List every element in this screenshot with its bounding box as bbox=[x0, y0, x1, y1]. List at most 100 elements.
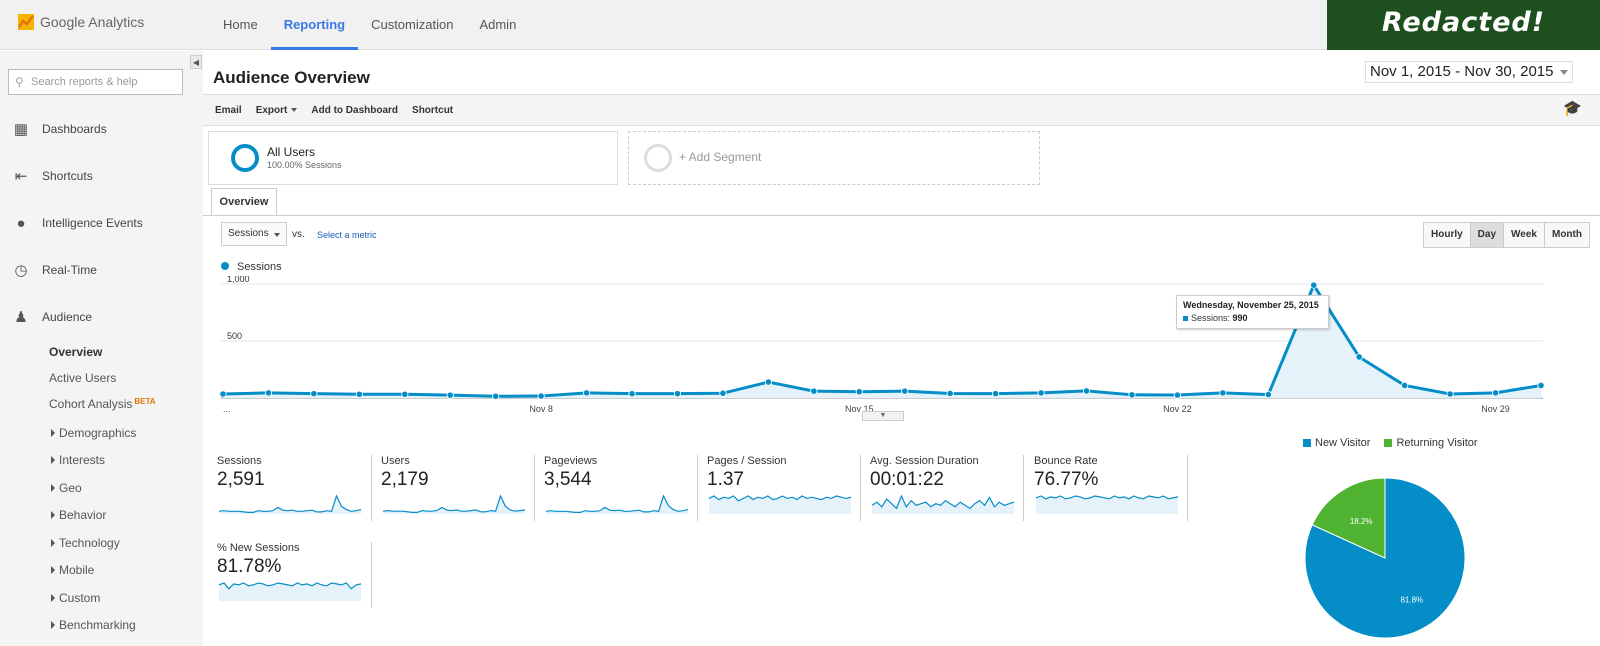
pie-legend-new-visitor[interactable]: New Visitor bbox=[1303, 437, 1370, 449]
data-point bbox=[1401, 381, 1409, 390]
top-bar: Google Analytics Home Reporting Customiz… bbox=[0, 0, 1600, 50]
sparkline-line bbox=[871, 494, 1015, 510]
stat-label: Avg. Session Duration bbox=[870, 455, 979, 467]
segment-title: All Users bbox=[267, 145, 316, 159]
stat-value: 2,179 bbox=[381, 469, 429, 490]
add-to-dashboard-button[interactable]: Add to Dashboard bbox=[311, 104, 399, 116]
sparkline-area bbox=[219, 496, 361, 514]
pie-slice-returning-visitor bbox=[1311, 477, 1386, 559]
segment-all-users[interactable]: All Users 100.00% Sessions bbox=[208, 131, 618, 185]
tooltip-label: Sessions: bbox=[1191, 313, 1231, 323]
segment-subtitle: 100.00% Sessions bbox=[267, 160, 342, 170]
stat-card[interactable]: Bounce Rate 76.77% bbox=[1034, 455, 1188, 521]
chart-resize-handle[interactable]: ▼ bbox=[862, 411, 904, 421]
data-point bbox=[628, 390, 636, 398]
collapse-sidebar-button[interactable]: ◀ bbox=[190, 55, 202, 69]
sidebar-item-behavior[interactable]: Behavior bbox=[51, 508, 106, 522]
page-title: Audience Overview bbox=[213, 68, 370, 87]
search-input[interactable]: ⚲ Search reports & help bbox=[8, 69, 183, 95]
data-point bbox=[719, 389, 727, 397]
granularity-month[interactable]: Month bbox=[1544, 223, 1589, 247]
data-point bbox=[1037, 389, 1045, 397]
granularity-day[interactable]: Day bbox=[1470, 223, 1505, 247]
sidebar-item-benchmarking[interactable]: Benchmarking bbox=[51, 618, 136, 632]
date-range-picker[interactable]: Nov 1, 2015 - Nov 30, 2015 bbox=[1365, 61, 1573, 83]
sidebar-item-custom[interactable]: Custom bbox=[51, 591, 100, 605]
stat-value: 1.37 bbox=[707, 469, 744, 490]
data-point bbox=[1537, 381, 1545, 390]
stat-card[interactable]: % New Sessions 81.78% bbox=[217, 542, 371, 608]
stat-card[interactable]: Pageviews 3,544 bbox=[544, 455, 698, 521]
stat-separator bbox=[534, 455, 535, 521]
sidebar-item-geo[interactable]: Geo bbox=[51, 481, 82, 495]
sidebar-item-overview[interactable]: Overview bbox=[49, 345, 103, 359]
stat-label: Pages / Session bbox=[707, 455, 787, 467]
data-point bbox=[582, 389, 591, 397]
stat-value: 00:01:22 bbox=[870, 469, 944, 490]
x-tick-label: Nov 29 bbox=[1481, 404, 1510, 414]
sidebar-item-interests[interactable]: Interests bbox=[51, 453, 105, 467]
search-placeholder: Search reports & help bbox=[31, 76, 138, 88]
lightbulb-icon: ● bbox=[16, 214, 26, 232]
search-icon: ⚲ bbox=[15, 75, 24, 89]
sidebar-item-cohort-analysis[interactable]: Cohort Analysis BETA bbox=[49, 397, 156, 411]
nav-home[interactable]: Home bbox=[223, 17, 258, 32]
graduation-cap-icon[interactable]: 🎓 bbox=[1563, 100, 1582, 117]
stat-sparkline bbox=[382, 494, 526, 514]
data-point bbox=[673, 390, 682, 398]
x-tick-label: ... bbox=[223, 404, 231, 414]
sidebar-item-intelligence-events[interactable]: ● Intelligence Events bbox=[0, 211, 143, 235]
stat-card[interactable]: Sessions 2,591 bbox=[217, 455, 371, 521]
granularity-week[interactable]: Week bbox=[1504, 223, 1545, 247]
metric-dropdown[interactable]: Sessions bbox=[221, 222, 287, 246]
sidebar-item-label: Intelligence Events bbox=[42, 216, 143, 230]
sidebar-item-dashboards[interactable]: ▦ Dashboards bbox=[0, 117, 107, 141]
data-point bbox=[1219, 389, 1227, 397]
data-point bbox=[1128, 391, 1136, 399]
sidebar-item-demographics[interactable]: Demographics bbox=[51, 426, 136, 440]
tab-overview[interactable]: Overview bbox=[211, 188, 277, 215]
shortcut-button[interactable]: Shortcut bbox=[412, 104, 454, 116]
nav-customization[interactable]: Customization bbox=[371, 17, 454, 32]
visitor-pie-chart[interactable]: 81.8% 18.2% bbox=[1303, 461, 1493, 646]
granularity-hourly[interactable]: Hourly bbox=[1424, 223, 1471, 247]
date-start: Nov 1, 2015 bbox=[1370, 63, 1451, 80]
stat-card[interactable]: Users 2,179 bbox=[381, 455, 535, 521]
sidebar-item-audience[interactable]: ♟ Audience bbox=[0, 305, 92, 329]
stat-sparkline bbox=[1035, 495, 1179, 514]
nav-admin[interactable]: Admin bbox=[479, 17, 517, 32]
data-point bbox=[492, 392, 500, 400]
stat-separator bbox=[860, 455, 861, 521]
logo[interactable]: Google Analytics bbox=[18, 14, 144, 30]
email-button[interactable]: Email bbox=[215, 104, 242, 116]
sidebar-item-label: Real-Time bbox=[42, 263, 97, 277]
pie-legend-returning-visitor[interactable]: Returning Visitor bbox=[1384, 437, 1477, 449]
stat-card[interactable]: Pages / Session 1.37 bbox=[707, 455, 861, 521]
sparkline-line bbox=[218, 582, 362, 590]
sidebar-item-real-time[interactable]: ◷ Real-Time bbox=[0, 258, 97, 282]
add-segment-button[interactable]: + Add Segment bbox=[628, 131, 1040, 185]
data-point bbox=[1491, 389, 1500, 397]
x-tick-label: Nov 15 bbox=[845, 404, 874, 414]
chevron-down-icon bbox=[1560, 70, 1568, 75]
stat-card[interactable]: Avg. Session Duration 00:01:22 bbox=[870, 455, 1024, 521]
data-point bbox=[992, 390, 1000, 398]
data-point bbox=[1082, 387, 1091, 395]
sidebar-item-active-users[interactable]: Active Users bbox=[49, 371, 117, 385]
sidebar-item-technology[interactable]: Technology bbox=[51, 536, 120, 550]
data-point bbox=[946, 389, 954, 398]
export-button[interactable]: Export bbox=[256, 105, 298, 116]
data-point bbox=[401, 390, 409, 398]
data-point bbox=[1355, 353, 1363, 361]
sidebar-item-label: Audience bbox=[42, 310, 93, 324]
sparkline-line bbox=[382, 494, 526, 513]
sidebar-item-mobile[interactable]: Mobile bbox=[51, 563, 94, 577]
beta-badge: BETA bbox=[134, 397, 156, 406]
analytics-logo-icon bbox=[18, 14, 34, 30]
select-metric-link[interactable]: Select a metric bbox=[317, 230, 377, 240]
stat-separator bbox=[371, 455, 372, 521]
nav-reporting[interactable]: Reporting bbox=[270, 0, 359, 50]
tab-underline bbox=[203, 215, 1600, 216]
sidebar-item-shortcuts[interactable]: ⇤ Shortcuts bbox=[0, 164, 93, 188]
sidebar-item-label: Cohort Analysis bbox=[49, 397, 133, 411]
